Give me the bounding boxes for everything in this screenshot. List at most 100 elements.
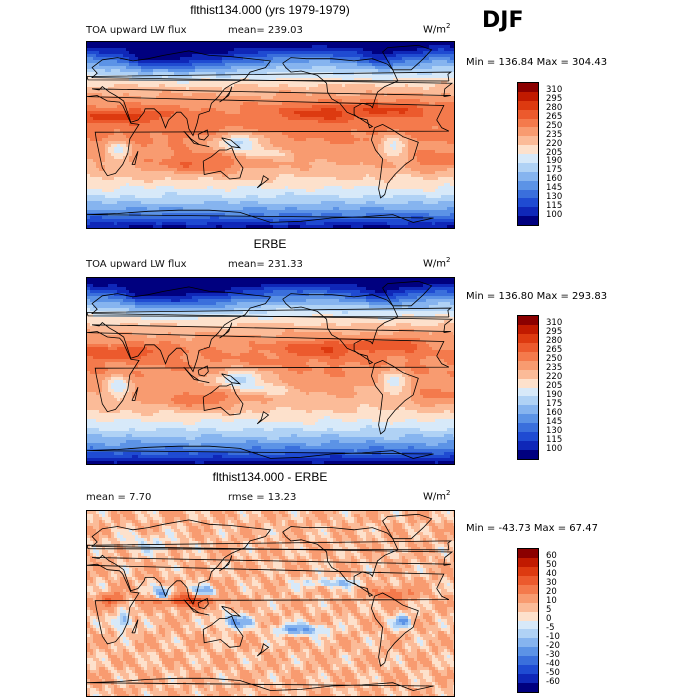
coastline bbox=[256, 411, 270, 425]
coastline bbox=[282, 293, 399, 365]
coastline bbox=[382, 513, 433, 540]
colorbar-tick-label: -60 bbox=[546, 677, 560, 687]
colorbar-swatch bbox=[518, 593, 538, 603]
coastline bbox=[87, 209, 434, 223]
colorbar-swatch bbox=[518, 656, 538, 666]
colorbar-tick-label: 250 bbox=[546, 121, 562, 131]
map-field bbox=[87, 511, 454, 696]
colorbar-tick-label: 295 bbox=[546, 95, 562, 104]
colorbar-swatch bbox=[518, 566, 538, 576]
panel-1-map bbox=[86, 41, 455, 229]
colorbar-swatch bbox=[518, 216, 538, 225]
panel-2-title: ERBE bbox=[70, 237, 470, 251]
colorbar-tick-label: -40 bbox=[546, 659, 560, 669]
colorbar-tick-label: 175 bbox=[546, 166, 562, 175]
colorbar-tick-label: 0 bbox=[546, 615, 551, 624]
colorbar-tick-label: 40 bbox=[546, 570, 557, 579]
colorbar-swatch bbox=[518, 171, 538, 181]
colorbar-swatch bbox=[518, 665, 538, 675]
colorbar-tick-label: -30 bbox=[546, 650, 560, 660]
colorbar-tick-label: 145 bbox=[546, 184, 562, 193]
colorbar-tick-label: -20 bbox=[546, 641, 560, 651]
colorbar-tick-label: 235 bbox=[546, 130, 562, 140]
coastline bbox=[91, 50, 454, 137]
colorbar-swatch bbox=[518, 145, 538, 154]
colorbar-tick-label: 160 bbox=[546, 408, 562, 418]
panel-3-units: W/m2 bbox=[423, 489, 450, 502]
colorbar-swatch bbox=[518, 360, 538, 370]
colorbar-tick-label: -50 bbox=[546, 668, 560, 678]
season-label: DJF bbox=[482, 8, 523, 33]
colorbar-swatch bbox=[518, 549, 538, 558]
coastline bbox=[183, 599, 210, 616]
colorbar-tick-label: 175 bbox=[546, 399, 562, 409]
panel-1-mean: mean= 239.03 bbox=[228, 25, 303, 36]
coastline bbox=[370, 123, 419, 199]
coastline bbox=[202, 147, 244, 180]
colorbar-tick-label: 130 bbox=[546, 426, 562, 436]
coastline bbox=[370, 592, 419, 667]
colorbar-swatch bbox=[518, 378, 538, 388]
colorbar-swatch bbox=[518, 136, 538, 146]
panel-3-map bbox=[86, 510, 455, 697]
colorbar-swatch bbox=[518, 369, 538, 379]
colorbar-tick-label: 205 bbox=[546, 382, 562, 391]
colorbar-tick-label: 295 bbox=[546, 328, 562, 337]
coastline bbox=[221, 605, 242, 617]
colorbar-tick-label: 220 bbox=[546, 373, 562, 382]
panel-1-units: W/m2 bbox=[423, 22, 450, 35]
colorbar-swatch bbox=[518, 180, 538, 190]
coastline bbox=[221, 137, 242, 149]
colorbar-swatch bbox=[518, 423, 538, 433]
colorbar-tick-label: 310 bbox=[546, 86, 562, 95]
colorbar-tick-label: -10 bbox=[546, 632, 560, 642]
panel-3-rmse: rmse = 13.23 bbox=[228, 492, 296, 503]
colorbar-tick-label: 250 bbox=[546, 355, 562, 364]
colorbar-swatch bbox=[518, 450, 538, 459]
colorbar-swatch bbox=[518, 432, 538, 442]
coastline bbox=[221, 373, 242, 385]
coastline bbox=[382, 44, 433, 71]
colorbar-swatch bbox=[518, 127, 538, 137]
colorbar-swatch bbox=[518, 109, 538, 119]
coastline bbox=[282, 57, 399, 129]
coastline bbox=[91, 286, 454, 373]
panel-1-field-label: TOA upward LW flux bbox=[86, 25, 187, 36]
colorbar-tick-label: 60 bbox=[546, 552, 557, 561]
colorbar-swatch bbox=[518, 387, 538, 397]
panel-3-title: flthist134.000 - ERBE bbox=[70, 470, 470, 484]
colorbar-swatch bbox=[518, 629, 538, 639]
colorbar-tick-label: 265 bbox=[546, 346, 562, 355]
colorbar-swatch bbox=[518, 584, 538, 594]
colorbar-swatch bbox=[518, 396, 538, 406]
colorbar-tick-label: 235 bbox=[546, 364, 562, 373]
colorbar-swatch bbox=[518, 324, 538, 334]
panel-2-mean: mean= 231.33 bbox=[228, 259, 303, 270]
colorbar-tick-label: 145 bbox=[546, 417, 562, 427]
panel-2-minmax: Min = 136.80 Max = 293.83 bbox=[466, 291, 607, 302]
coastline bbox=[87, 331, 450, 413]
colorbar-tick-label: 5 bbox=[546, 606, 551, 615]
coastline bbox=[219, 555, 233, 572]
coastline bbox=[219, 322, 233, 339]
coastline bbox=[197, 597, 209, 609]
coastline bbox=[87, 307, 453, 318]
colorbar-swatch bbox=[518, 674, 538, 684]
panel-2-colorbar bbox=[517, 315, 539, 460]
coastline bbox=[183, 130, 210, 148]
coastline bbox=[87, 540, 453, 551]
colorbar-swatch bbox=[518, 316, 538, 325]
colorbar-tick-label: 115 bbox=[546, 435, 562, 445]
colorbar-swatch bbox=[518, 198, 538, 208]
coastline bbox=[370, 359, 419, 435]
colorbar-tick-label: 50 bbox=[546, 561, 557, 570]
coastline bbox=[202, 383, 244, 416]
colorbar-swatch bbox=[518, 683, 538, 692]
colorbar-tick-label: 100 bbox=[546, 444, 562, 454]
colorbar-swatch bbox=[518, 333, 538, 343]
colorbar-tick-label: 265 bbox=[546, 113, 562, 122]
panel-1-minmax: Min = 136.84 Max = 304.43 bbox=[466, 57, 607, 68]
colorbar-tick-label: 280 bbox=[546, 337, 562, 346]
colorbar-tick-label: 160 bbox=[546, 175, 562, 184]
coastline bbox=[131, 619, 139, 634]
